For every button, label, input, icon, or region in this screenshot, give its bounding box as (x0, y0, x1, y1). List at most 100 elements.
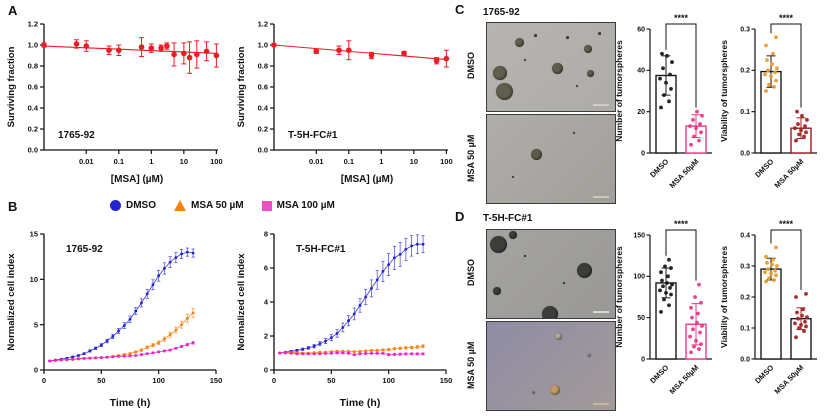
svg-text:0.0: 0.0 (740, 150, 750, 157)
svg-text:40: 40 (637, 68, 645, 75)
svg-text:T-5H-FC#1: T-5H-FC#1 (296, 244, 346, 255)
svg-text:10: 10 (180, 157, 188, 166)
svg-text:5: 5 (34, 320, 38, 329)
dmso-circle-marker-icon (110, 200, 121, 211)
svg-text:MSA 50µM: MSA 50µM (773, 363, 806, 396)
chart-surviving-fraction-t5hfc1: 0.0 0.2 0.4 0.6 0.8 1.0 1.2 0.01 0.1 1 10 100 T-5H-F… (236, 20, 453, 185)
legend-item-msa50: MSA 50 µM (174, 200, 244, 211)
panel-c-title: 1765-92 (483, 7, 520, 18)
tumorsphere (514, 37, 524, 47)
svg-text:MSA 50µM: MSA 50µM (668, 363, 701, 396)
svg-text:0.1: 0.1 (740, 325, 750, 332)
svg-text:****: **** (674, 13, 689, 23)
tumorsphere (534, 33, 538, 37)
svg-text:Surviving fraction: Surviving fraction (6, 46, 17, 127)
svg-text:[MSA] (µM): [MSA] (µM) (111, 174, 163, 185)
svg-text:0: 0 (34, 366, 38, 375)
panel-a-label: A (8, 3, 18, 18)
svg-text:50: 50 (327, 376, 335, 385)
svg-text:0.4: 0.4 (740, 232, 750, 239)
svg-text:0.0: 0.0 (740, 356, 750, 363)
svg-text:Normalized cell index: Normalized cell index (6, 253, 17, 351)
svg-text:0.1: 0.1 (344, 157, 354, 166)
tumorsphere (492, 66, 507, 81)
image-row-label-dmso: DMSO (466, 52, 476, 80)
svg-text:0.3: 0.3 (740, 263, 750, 270)
svg-text:0.6: 0.6 (28, 83, 38, 92)
msa50-triangle-marker-icon (174, 200, 186, 211)
legend-item-dmso: DMSO (110, 200, 156, 211)
tumorsphere (566, 36, 570, 40)
svg-text:6: 6 (264, 264, 268, 273)
svg-text:1.0: 1.0 (258, 41, 268, 50)
svg-text:50: 50 (637, 315, 645, 322)
svg-text:DMSO: DMSO (753, 363, 775, 385)
tumorsphere (493, 286, 502, 295)
tumorsphere (531, 149, 543, 161)
image-row-label-msa50: MSA 50 µM (466, 134, 476, 182)
svg-text:0.2: 0.2 (28, 125, 38, 134)
svg-text:0.2: 0.2 (740, 294, 750, 301)
tumorsphere (549, 384, 560, 395)
svg-text:****: **** (674, 219, 689, 229)
svg-text:0.0: 0.0 (258, 146, 268, 155)
svg-text:0: 0 (641, 356, 645, 363)
svg-text:0: 0 (264, 366, 268, 375)
svg-text:0.1: 0.1 (740, 109, 750, 116)
svg-text:T-5H-FC#1: T-5H-FC#1 (288, 130, 338, 141)
tumorsphere (524, 255, 527, 258)
svg-text:100: 100 (440, 157, 453, 166)
svg-text:MSA 50µM: MSA 50µM (668, 157, 701, 190)
svg-text:0.4: 0.4 (28, 104, 39, 113)
svg-text:0.01: 0.01 (79, 157, 94, 166)
panel-d-title: T-5H-FC#1 (483, 213, 533, 224)
tumorsphere (496, 83, 514, 101)
svg-text:0.1: 0.1 (114, 157, 124, 166)
tumorsphere (531, 390, 535, 394)
svg-text:0.2: 0.2 (740, 68, 750, 75)
svg-text:0.6: 0.6 (258, 83, 268, 92)
svg-text:150: 150 (210, 376, 223, 385)
chart-surviving-fraction-1765-92: 0.0 0.2 0.4 0.6 0.8 1.0 1.2 0.01 0.1 1 10 100 1765-9… (6, 20, 223, 185)
panel-c-label: C (455, 2, 465, 17)
tumorsphere (562, 281, 565, 284)
scale-bar (593, 403, 609, 405)
svg-text:Time (h): Time (h) (110, 397, 151, 409)
svg-text:10: 10 (410, 157, 418, 166)
svg-text:0: 0 (42, 376, 46, 385)
msa100-square-marker-icon (261, 200, 272, 211)
svg-text:Viability of tumorspheres: Viability of tumorspheres (719, 246, 729, 348)
svg-text:[MSA] (µM): [MSA] (µM) (341, 174, 393, 185)
svg-text:60: 60 (637, 26, 645, 33)
panel-d-label: D (455, 209, 465, 224)
svg-text:DMSO: DMSO (648, 157, 670, 179)
svg-text:0: 0 (272, 376, 276, 385)
tumorsphere (587, 69, 595, 77)
scale-bar (593, 196, 609, 198)
svg-text:1765-92: 1765-92 (58, 130, 95, 141)
svg-text:0.3: 0.3 (740, 26, 750, 33)
svg-text:100: 100 (633, 274, 645, 281)
svg-text:1.2: 1.2 (28, 20, 38, 29)
tumorsphere (524, 58, 527, 61)
svg-text:****: **** (779, 13, 794, 23)
svg-text:Viability of tumorspheres: Viability of tumorspheres (719, 40, 729, 142)
microscopy-image-t5hfc1-dmso (486, 229, 616, 319)
svg-text:****: **** (779, 219, 794, 229)
svg-text:Number of tumorspheres: Number of tumorspheres (614, 40, 624, 142)
svg-text:1: 1 (149, 157, 153, 166)
svg-text:0: 0 (641, 150, 645, 157)
svg-text:100: 100 (210, 157, 223, 166)
svg-text:20: 20 (637, 109, 645, 116)
svg-text:1765-92: 1765-92 (66, 244, 103, 255)
image-row-label-msa50: MSA 50 µM (466, 341, 476, 389)
tumorsphere (508, 231, 517, 240)
tumorsphere (490, 235, 508, 253)
legend-label-dmso: DMSO (126, 200, 156, 211)
